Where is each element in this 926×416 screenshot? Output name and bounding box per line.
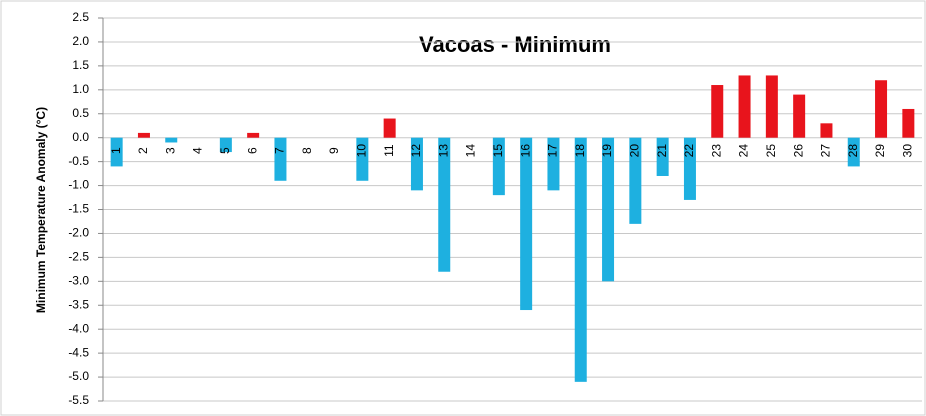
bar [438,137,451,272]
y-tick-label: -5.0 [68,369,89,383]
bar [820,123,833,138]
x-tick-label: 12 [409,144,423,158]
bar [602,137,615,282]
x-tick-label: 13 [436,144,450,158]
x-tick-label: 23 [709,144,723,158]
x-tick-label: 25 [764,144,778,158]
x-tick-label: 3 [163,147,177,154]
x-tick-label: 15 [491,144,505,158]
x-tick-label: 14 [464,144,478,158]
bar [738,75,751,138]
y-tick-label: 0.5 [72,106,89,120]
x-tick-label: 30 [901,144,915,158]
x-tick-label: 2 [136,147,150,154]
bar [520,137,533,311]
x-tick-label: 16 [518,144,532,158]
x-tick-label: 4 [191,147,205,154]
bar [247,132,260,138]
bar [765,75,778,138]
bar [793,94,806,138]
bar [847,137,860,167]
x-tick-label: 1 [109,147,123,154]
y-tick-label: -4.5 [68,345,89,359]
y-tick-label: -4.0 [68,321,89,335]
x-tick-label: 8 [300,147,314,154]
bar [875,80,888,138]
bar [902,108,915,138]
y-tick-label: -2.0 [68,226,89,240]
x-tick-label: 24 [737,144,751,158]
chart-title: Vacoas - Minimum [419,32,611,57]
x-tick-label: 5 [218,147,232,154]
y-axis-label: Minimum Temperature Anomaly (°C) [34,107,48,313]
x-tick-label: 18 [573,144,587,158]
bar [383,118,396,138]
y-tick-label: -3.5 [68,297,89,311]
x-tick-label: 11 [382,144,396,157]
y-tick-label: -1.5 [68,202,89,216]
bar [137,132,150,138]
bar [492,137,505,196]
y-tick-label: -1.0 [68,178,89,192]
y-tick-label: -0.5 [68,154,89,168]
y-tick-label: 2.5 [72,10,89,24]
bar [547,137,560,191]
y-tick-label: -5.5 [68,393,89,407]
y-tick-label: -2.5 [68,250,89,264]
bar [683,137,696,200]
y-tick-label: 1.5 [72,58,89,72]
y-tick-label: -3.0 [68,273,89,287]
bar [574,137,587,382]
x-tick-label: 26 [791,144,805,158]
x-tick-label: 17 [546,144,560,158]
x-tick-label: 7 [273,147,287,154]
bar [629,137,642,224]
y-tick-label: 1.0 [72,82,89,96]
bar [165,137,178,143]
bar [356,137,369,181]
x-tick-label: 10 [355,144,369,158]
bar [656,137,669,176]
y-tick-label: 2.0 [72,34,89,48]
x-tick-label: 28 [846,144,860,158]
x-tick-label: 27 [819,144,833,158]
x-tick-label: 22 [682,144,696,158]
x-tick-label: 19 [600,144,614,158]
x-tick-label: 29 [873,144,887,158]
x-tick-label: 20 [628,144,642,158]
bar [410,137,423,191]
y-tick-label: 0.0 [72,130,89,144]
x-tick-label: 21 [655,144,669,158]
x-tick-label: 6 [245,147,259,154]
bar [110,137,123,167]
bar [219,137,232,153]
bar [711,85,724,138]
x-tick-label: 9 [327,147,341,154]
bar [274,137,287,181]
